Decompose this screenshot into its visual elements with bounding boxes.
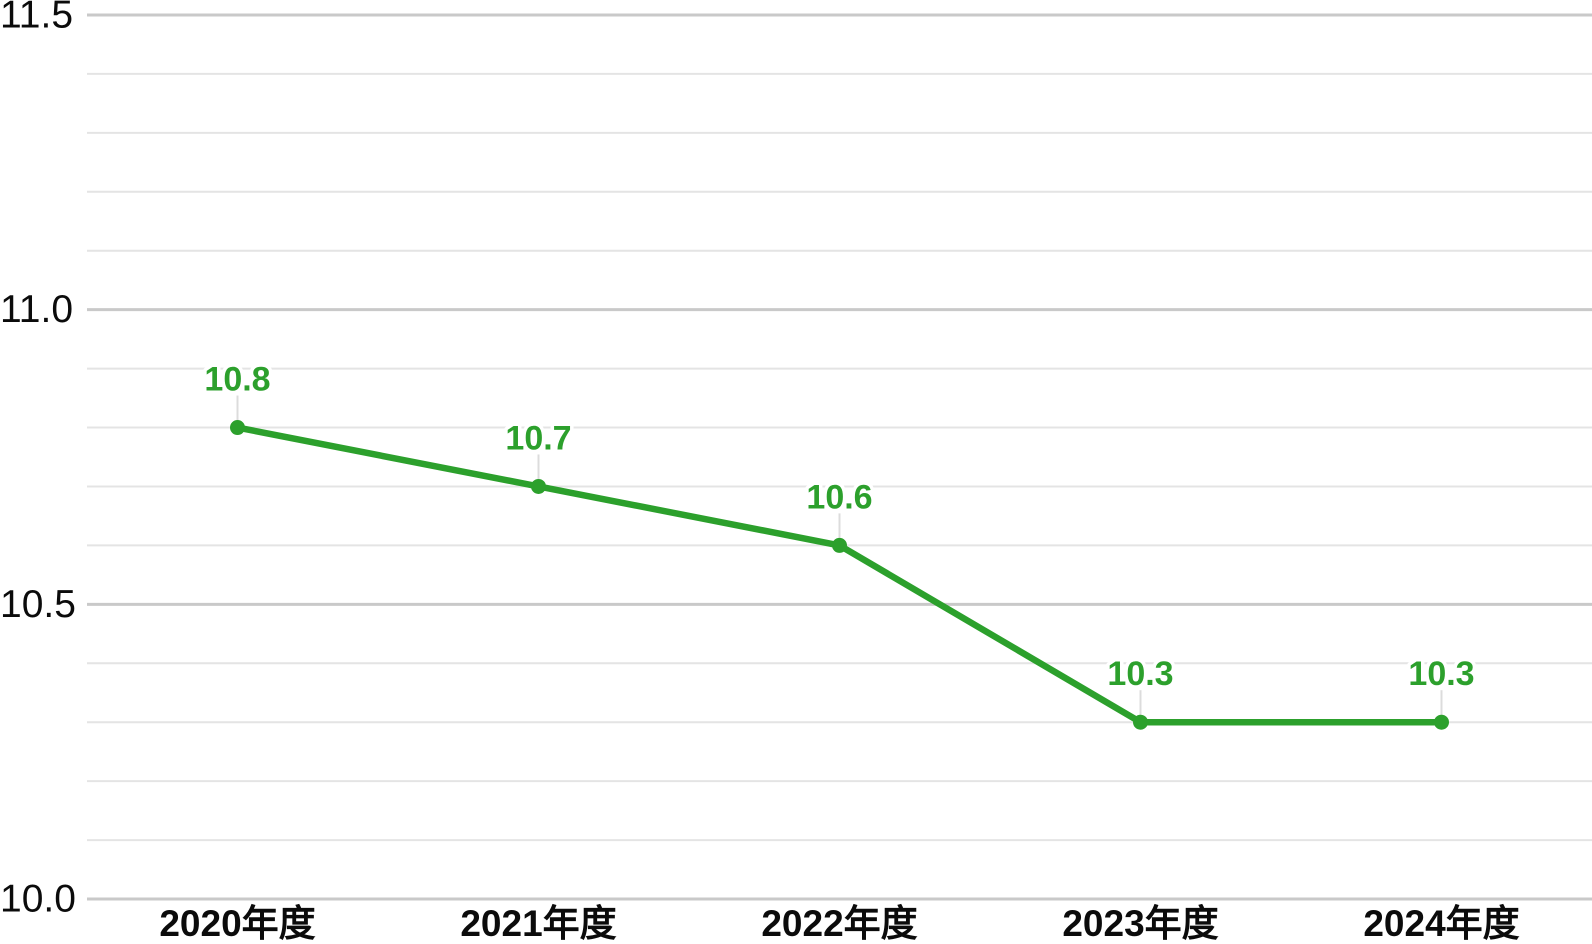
data-points-group bbox=[230, 420, 1449, 730]
data-point bbox=[531, 478, 546, 494]
data-point bbox=[832, 537, 847, 553]
series-group bbox=[234, 424, 1445, 726]
data-point bbox=[1434, 714, 1449, 730]
data-point bbox=[230, 420, 245, 436]
y-axis-tick-label: 11.5 bbox=[0, 0, 73, 37]
minor-gridlines bbox=[87, 14, 1592, 900]
data-point bbox=[1133, 714, 1148, 730]
data-value-label: 10.8 bbox=[204, 361, 270, 399]
x-axis-tick-label: 2023年度 bbox=[1062, 903, 1218, 944]
data-value-label: 10.3 bbox=[1408, 655, 1474, 693]
x-axis-tick-label: 2022年度 bbox=[761, 903, 917, 944]
y-axis-tick-label: 11.0 bbox=[0, 288, 73, 331]
x-axis-tick-label: 2024年度 bbox=[1363, 903, 1519, 944]
leader-lines bbox=[236, 395, 1443, 716]
series-line bbox=[234, 424, 1445, 726]
x-axis-labels: 2020年度 2021年度 2022年度 2023年度 2024年度 bbox=[159, 903, 1519, 944]
major-gridlines bbox=[87, 13, 1592, 901]
data-value-labels: 10.8 10.7 10.6 10.3 10.3 bbox=[201, 357, 1478, 697]
data-value-label: 10.6 bbox=[806, 478, 872, 516]
x-axis-tick-label: 2021年度 bbox=[460, 903, 616, 944]
y-axis-tick-label: 10.0 bbox=[0, 878, 76, 921]
x-axis-tick-label: 2020年度 bbox=[159, 903, 315, 944]
data-value-label: 10.3 bbox=[1107, 655, 1173, 693]
data-value-label: 10.7 bbox=[505, 419, 571, 457]
y-axis-labels: 11.5 11.0 10.5 10.0 bbox=[0, 0, 76, 921]
y-axis-tick-label: 10.5 bbox=[0, 583, 76, 626]
